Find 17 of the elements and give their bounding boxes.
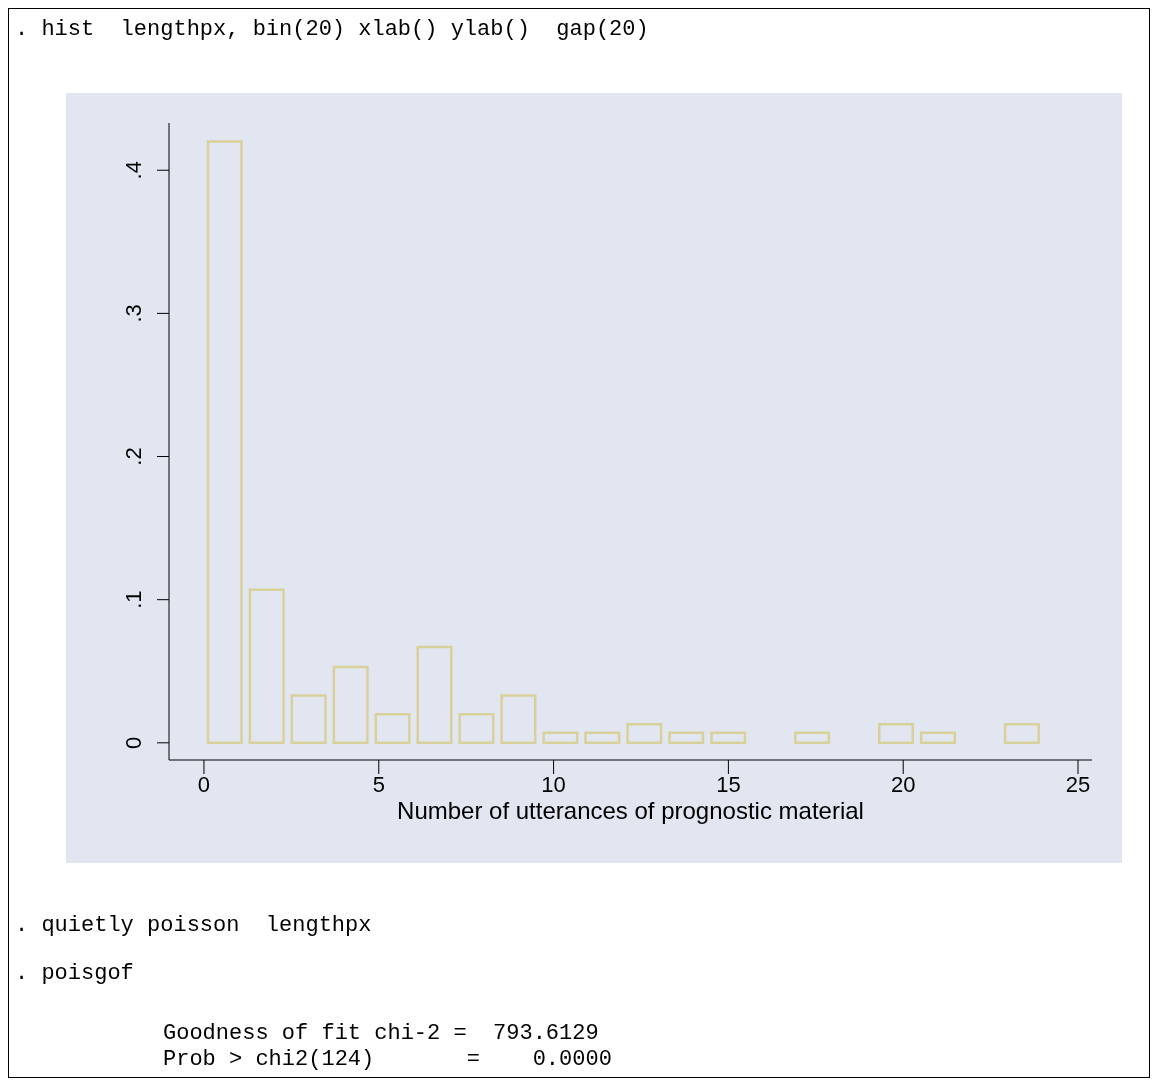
x-tick-label: 15 [716, 771, 741, 797]
x-tick-label: 20 [890, 771, 916, 797]
text: . quietly poisson lengthpx [15, 913, 373, 939]
x-tick-label: 5 [372, 771, 385, 797]
x-tick-label: 0 [197, 771, 211, 797]
y-tick-label: 0 [121, 736, 146, 749]
x-tick-label: 10 [541, 771, 566, 797]
y-tick-label: .2 [121, 447, 146, 466]
x-tick-label: 25 [1065, 771, 1091, 797]
text: . hist lengthpx, bin(20) xlab() ylab() gap(20) [15, 17, 650, 43]
y-tick-label: .4 [121, 161, 146, 180]
y-tick-label: .1 [121, 590, 146, 609]
x-axis-title: Number of utterances of prognostic material [397, 797, 864, 825]
text: . poisgof [15, 961, 135, 987]
text: Prob > chi2(124) = 0.0000 [162, 1047, 613, 1073]
text: Goodness of fit chi-2 = 793.6129 [162, 1021, 600, 1047]
y-tick-label: .3 [121, 304, 146, 323]
